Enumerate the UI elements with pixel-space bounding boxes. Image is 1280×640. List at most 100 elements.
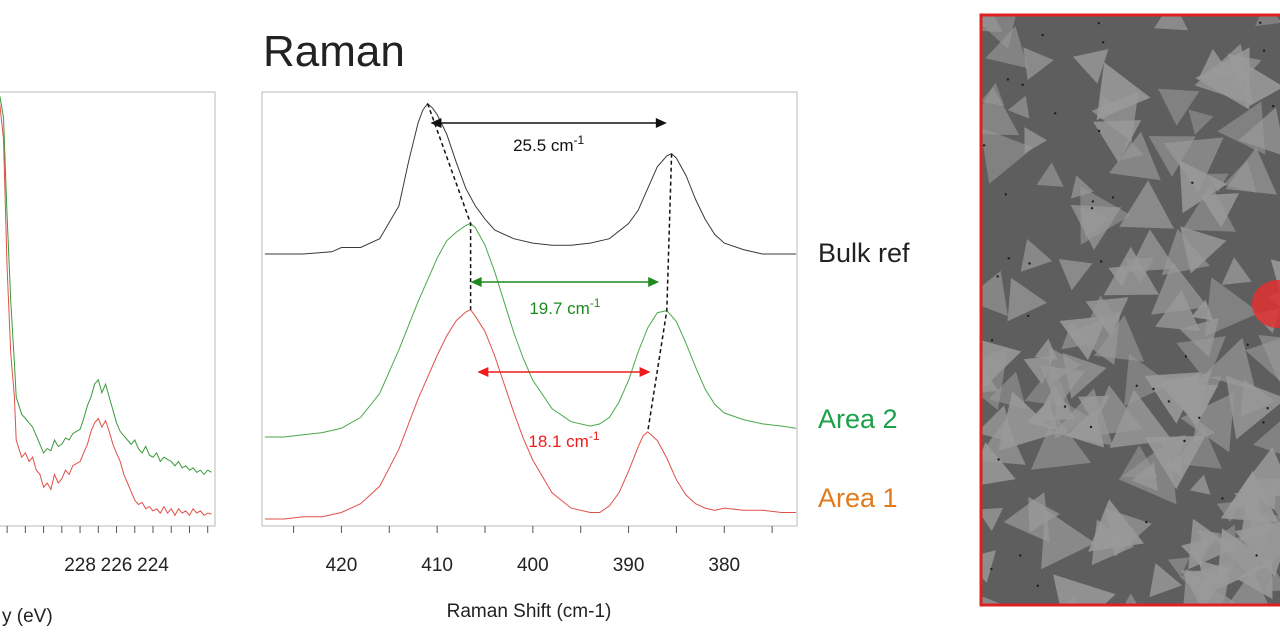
flake-triangle <box>1041 509 1095 570</box>
xps-series-line-1 <box>0 95 212 476</box>
flake-triangle <box>1089 295 1116 320</box>
flake-triangle <box>1179 160 1227 214</box>
speck <box>982 144 986 147</box>
flake-triangle <box>1154 16 1189 31</box>
flake-triangle <box>1034 338 1058 360</box>
speck <box>1198 416 1201 419</box>
speck <box>1099 260 1103 263</box>
raman-peak-guides <box>426 103 673 432</box>
speck <box>1004 193 1007 196</box>
raman-panel: Raman 25.5 cm-1 19.7 cm-1 18.1 cm-1 420 410… <box>261 27 910 622</box>
arrow-head-right <box>639 367 651 377</box>
flake-triangle <box>1080 207 1109 238</box>
xps-panel: 228 226 224 y (eV) <box>0 91 216 627</box>
raman-series-line-1 <box>264 102 796 255</box>
flake-triangle <box>1204 277 1260 337</box>
flake-triangle <box>1203 337 1256 391</box>
peak-shift-guide <box>426 103 472 310</box>
speck <box>1255 554 1258 557</box>
speck <box>1246 343 1249 346</box>
speck <box>1266 407 1269 410</box>
speck <box>1262 421 1265 424</box>
flake-triangle <box>1161 228 1210 276</box>
xps-tick-label: 226 <box>101 555 133 576</box>
flake-triangle <box>982 128 1034 184</box>
speck <box>1183 439 1186 443</box>
arrow-head-left <box>477 367 489 377</box>
speck <box>1145 520 1148 524</box>
flake-triangle <box>1189 474 1211 495</box>
flake-triangle <box>1225 375 1280 440</box>
speck <box>1007 257 1010 260</box>
speck <box>1041 33 1044 37</box>
flake-triangle <box>1149 563 1182 598</box>
flake-triangle <box>1163 454 1183 476</box>
flake-triangle <box>1109 389 1173 448</box>
flake-triangle <box>1128 229 1176 272</box>
xps-series-line-2 <box>0 104 212 517</box>
triangular-flakes <box>982 16 1280 604</box>
flake-triangle <box>1062 352 1107 399</box>
speck <box>1102 41 1105 44</box>
raman-title: Raman <box>263 27 405 76</box>
xps-tick-label: 224 <box>137 555 169 576</box>
speck <box>990 567 993 571</box>
speck <box>1097 22 1101 25</box>
raman-plot-frame <box>261 91 798 527</box>
flake-triangle <box>1119 180 1174 229</box>
raman-series-line-2 <box>264 222 797 438</box>
xps-x-axis-label: y (eV) <box>2 606 53 627</box>
raman-shift-annotations: 25.5 cm-1 19.7 cm-1 18.1 cm-1 <box>430 118 667 451</box>
flake-triangle <box>1131 462 1158 492</box>
speck <box>1167 400 1171 403</box>
flake-triangle <box>1221 257 1252 285</box>
flake-triangle <box>988 371 1027 410</box>
microscope-image <box>979 13 1280 607</box>
peak-shift-guide <box>646 153 673 432</box>
raman-series-line-3 <box>264 309 796 520</box>
speck <box>1097 129 1101 133</box>
flake-triangle <box>1270 259 1280 293</box>
speck <box>1272 105 1275 108</box>
flake-triangle <box>1007 277 1047 322</box>
flake-triangle <box>1055 397 1092 439</box>
flake-triangle <box>1176 336 1226 383</box>
speck <box>1089 425 1093 429</box>
flake-triangle <box>1108 131 1161 181</box>
flake-triangle <box>1180 392 1235 453</box>
flake-triangle <box>1246 64 1280 108</box>
speck <box>1063 405 1067 408</box>
raman-tick-label: 410 <box>421 555 453 576</box>
arrow-head-left <box>470 277 482 287</box>
flake-triangle <box>1253 421 1280 454</box>
flake-triangle <box>982 87 1020 136</box>
flake-triangle <box>1155 289 1201 332</box>
flake-triangle <box>1223 159 1257 193</box>
flake-triangle <box>1234 489 1265 518</box>
speck <box>1006 78 1010 81</box>
flake-triangle <box>1168 557 1190 578</box>
flake-triangle <box>1024 127 1048 154</box>
flake-triangle <box>982 596 1002 604</box>
flake-triangle <box>1236 557 1273 600</box>
trace-label: Bulk ref <box>818 238 910 268</box>
flake-triangle <box>1096 62 1151 121</box>
trace-label: Area 1 <box>818 483 898 513</box>
speck <box>1090 207 1094 210</box>
speck <box>1262 49 1266 52</box>
flake-triangle <box>1245 338 1280 381</box>
raman-tick-label: 390 <box>613 555 645 576</box>
raman-tick-label: 400 <box>517 555 549 576</box>
flake-triangle <box>1124 593 1138 604</box>
flake-triangle <box>1227 53 1262 87</box>
speck <box>1111 196 1115 199</box>
flake-triangle <box>1198 48 1232 80</box>
red-area-marker <box>1252 280 1280 328</box>
speck <box>1021 83 1024 87</box>
speck <box>1191 181 1194 184</box>
flake-triangle <box>1073 49 1109 84</box>
flake-triangle <box>1094 315 1145 362</box>
flake-triangle <box>1070 175 1094 199</box>
speck <box>1221 497 1224 500</box>
speck <box>1027 314 1030 318</box>
